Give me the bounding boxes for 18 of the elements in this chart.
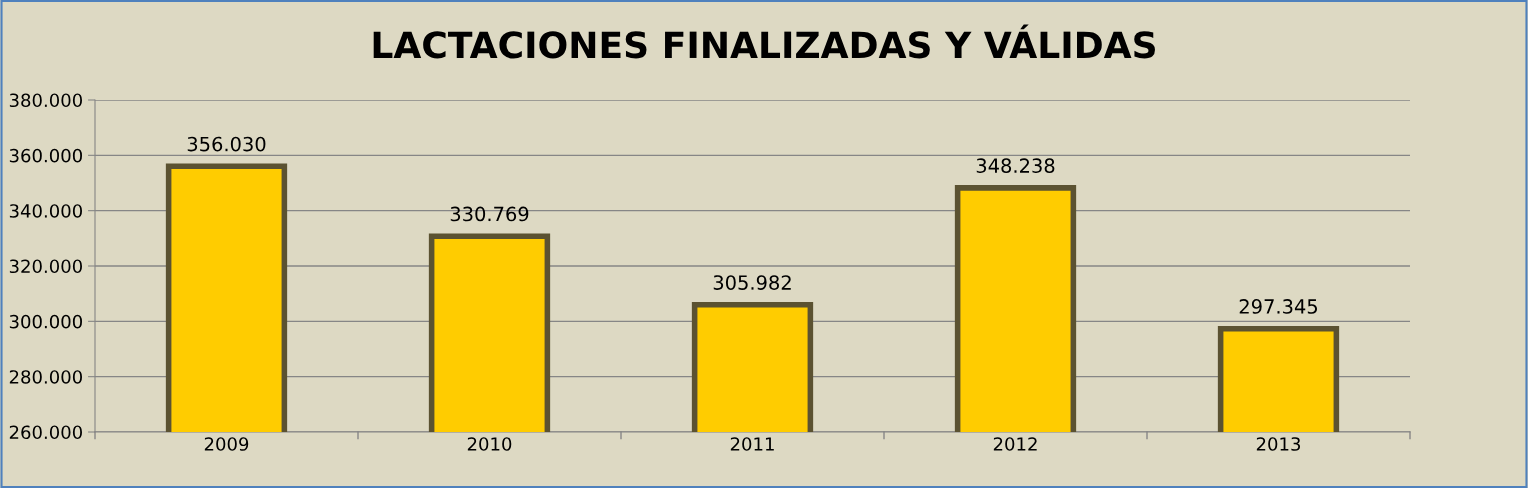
x-tick-label: 2011 bbox=[730, 437, 774, 451]
y-tick-label: 280.000 bbox=[9, 370, 82, 384]
x-tick-label: 2012 bbox=[993, 437, 1037, 451]
y-tick-label: 340.000 bbox=[9, 204, 82, 218]
data-label: 348.238 bbox=[976, 158, 1055, 173]
y-tick-label: 300.000 bbox=[9, 314, 82, 329]
data-label: 356.030 bbox=[187, 136, 266, 152]
x-tick-label: 2010 bbox=[467, 437, 512, 451]
data-label: 297.345 bbox=[1239, 299, 1318, 314]
x-tick-label: 2009 bbox=[204, 437, 249, 451]
y-tick-label: 380.000 bbox=[9, 93, 82, 108]
data-label: 330.769 bbox=[450, 206, 529, 222]
y-tick-label: 320.000 bbox=[9, 259, 82, 274]
chart-title: LACTACIONES FINALIZADAS Y VÁLIDAS bbox=[373, 24, 1155, 59]
data-label: 305.982 bbox=[713, 275, 791, 290]
y-tick-label: 260.000 bbox=[9, 425, 82, 440]
y-tick-label: 360.000 bbox=[9, 148, 82, 163]
x-tick-label: 2013 bbox=[1256, 437, 1301, 451]
